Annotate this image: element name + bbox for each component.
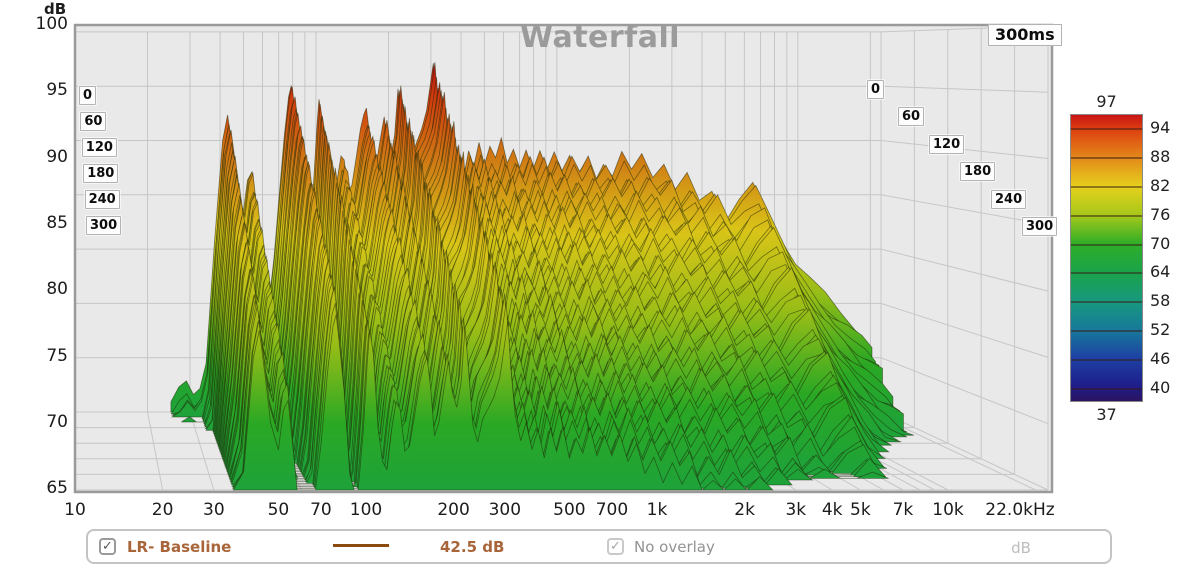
y-tick-label: 95 [46,80,68,101]
trace-checkbox[interactable]: ✓ [99,538,116,555]
colorbar-side-label: 94 [1150,118,1171,138]
time-label-right: 300 [1022,217,1058,236]
colorbar-side-label: 58 [1150,291,1171,311]
x-tick-label: 3k [785,500,807,520]
colorbar-tick [1071,358,1142,361]
x-tick-label: 2k [734,500,755,520]
colorbar-side-label: 76 [1150,204,1171,224]
time-label-right: 0 [867,80,885,99]
overlay-label[interactable]: No overlay [634,538,715,556]
time-label-right: 120 [929,134,965,154]
trace-line-sample [333,544,389,547]
colorbar-side-label: 46 [1150,348,1171,368]
y-tick-label: 70 [46,411,68,432]
x-tick-label: 4k [821,500,843,520]
x-tick-label: 30 [203,500,225,520]
x-tick-label: 700 [595,500,629,520]
legend-bar [86,529,1112,564]
x-tick-label: 500 [553,500,586,520]
time-label-left: 180 [83,164,119,183]
colorbar-max-label: 97 [1096,92,1117,111]
colorbar-min-label: 37 [1096,405,1117,424]
colorbar-tick [1071,157,1142,160]
time-label-left: 0 [79,86,97,105]
colorbar-side-label: 82 [1150,176,1171,195]
trace-value-label: 42.5 dB [440,538,505,556]
x-tick-label: 10 [64,500,86,520]
y-tick-label: 65 [46,478,68,499]
colorbar-side-label: 40 [1150,377,1171,397]
time-window-badge: 300ms [988,24,1062,46]
time-label-left: 240 [84,190,120,209]
x-tick-label: 5k [850,500,871,520]
colorbar-side-label: 52 [1150,320,1171,339]
colorbar-tick [1071,301,1142,304]
y-tick-label: 80 [46,279,68,300]
colorbar [1070,114,1143,402]
colorbar-tick [1071,186,1142,188]
colorbar-tick [1071,243,1142,246]
time-label-left: 60 [80,112,107,131]
colorbar-tick [1071,387,1142,390]
trace-label[interactable]: LR- Baseline [127,538,232,556]
time-label-right: 60 [898,107,925,127]
y-tick-label: 100 [35,14,68,34]
y-tick-label: 85 [46,212,68,233]
colorbar-side-label: 88 [1150,147,1171,167]
colorbar-tick [1071,272,1142,275]
time-label-right: 240 [991,189,1027,209]
page-title: Waterfall [519,20,681,55]
colorbar-side-label: 64 [1150,262,1171,282]
time-label-left: 120 [81,138,117,157]
y-axis-title: dB [44,0,67,18]
x-tick-label: 200 [437,500,470,520]
colorbar-tick [1071,214,1142,217]
y-tick-label: 75 [46,345,68,366]
time-label-left: 300 [86,216,122,235]
x-tick-label: 7k [892,500,914,520]
colorbar-side-label: 70 [1150,233,1171,253]
x-tick-label: 1k [646,500,668,520]
x-tick-label: 10k [932,500,964,520]
y-tick-label: 90 [46,146,68,167]
overlay-checkbox[interactable]: ✓ [607,538,624,555]
colorbar-tick [1071,128,1142,131]
x-tick-label: 70 [310,500,332,520]
x-tick-label: 50 [267,500,290,520]
x-tick-label: 20 [151,500,174,520]
x-tick-label: 100 [349,500,383,520]
legend-unit-label: dB [1011,539,1031,557]
x-tick-label: 300 [488,500,522,520]
time-label-right: 180 [960,162,996,182]
colorbar-tick [1071,330,1142,332]
x-tick-label: 22.0kHz [985,500,1055,520]
